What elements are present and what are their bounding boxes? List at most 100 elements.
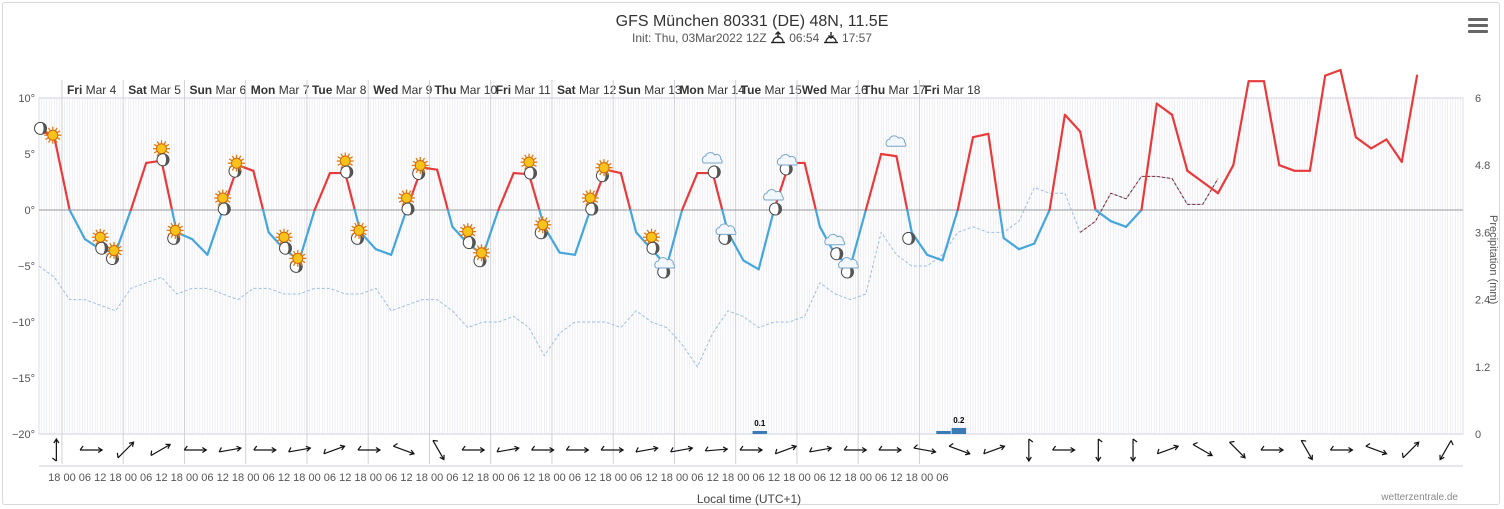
sun-icon <box>459 223 477 241</box>
y-left-tick: −15° <box>12 373 35 385</box>
sun-ray <box>398 193 403 197</box>
sun-ray <box>415 157 419 162</box>
wind-arrow <box>948 443 971 456</box>
sun-ray <box>412 167 417 171</box>
sun-ray <box>653 229 657 234</box>
sun-ray <box>360 222 364 227</box>
hour-tick-label: 00 <box>798 472 810 484</box>
wind-head <box>964 449 971 456</box>
moon-icon <box>462 236 476 250</box>
day-dow: Fri <box>67 83 82 97</box>
day-dow: Sat <box>557 83 576 97</box>
wind-head <box>999 444 1006 451</box>
sun-ray <box>655 232 660 236</box>
day-date: Mar 18 <box>940 83 981 97</box>
cloud-shape <box>763 189 784 201</box>
sun-ray <box>276 239 280 243</box>
sun-disc <box>339 155 351 167</box>
wind-barb <box>948 443 954 447</box>
wind-shaft <box>670 447 693 453</box>
moon-shade <box>469 236 476 249</box>
wind-arrow <box>774 444 798 455</box>
cloud-icon <box>654 257 676 269</box>
sun-ray <box>401 202 405 206</box>
dewpoint-line-warm <box>1079 175 1219 233</box>
day-dow: Sun <box>618 83 641 97</box>
sun-ray <box>301 253 306 257</box>
wind-arrow <box>565 445 590 454</box>
sun-disc <box>537 219 549 231</box>
sun-ray <box>153 150 158 154</box>
moon-icon <box>279 241 293 255</box>
wind-arrow <box>1192 441 1214 457</box>
wind-barb <box>1401 452 1404 458</box>
temperature-segment <box>344 171 356 212</box>
sun-ray <box>530 154 534 159</box>
sun-ray <box>276 232 280 236</box>
sun-ray <box>483 245 487 249</box>
hour-tick-label: 06 <box>201 472 213 484</box>
wind-shaft <box>1229 441 1246 459</box>
wind-head <box>271 446 277 454</box>
temperature-segment <box>757 208 776 271</box>
sun-ray <box>290 260 294 264</box>
sun-ray <box>349 156 353 160</box>
temperature-segment <box>129 161 148 212</box>
temperature-segment <box>1140 102 1158 212</box>
y-right-tick: 2.4 <box>1475 295 1490 307</box>
day-date: Mar 9 <box>398 83 432 97</box>
wind-barb <box>218 447 222 453</box>
sun-ray <box>228 165 233 169</box>
moon-shade <box>163 153 170 166</box>
wind-head <box>53 437 60 444</box>
moon-icon <box>830 247 844 261</box>
hour-tick-label: 12 <box>155 472 167 484</box>
hour-tick-label: 00 <box>860 472 872 484</box>
wind-barb <box>79 445 84 451</box>
wind-barb <box>531 445 536 451</box>
y-right-tick: 0 <box>1475 429 1481 441</box>
wind-arrow <box>1439 440 1454 461</box>
wind-arrow <box>1095 438 1103 463</box>
sun-ray <box>582 199 587 203</box>
cloud-icon <box>763 189 784 201</box>
sun-ray <box>585 190 589 194</box>
wind-head <box>584 446 590 454</box>
sun-ray <box>95 241 99 245</box>
moon-shade <box>591 203 598 215</box>
wind-barb <box>288 447 292 453</box>
sun-ray <box>54 127 58 132</box>
sun-ray <box>118 252 122 256</box>
sun-ray <box>643 232 648 236</box>
wind-barb <box>323 448 326 454</box>
sun-ray <box>170 234 174 239</box>
wind-shaft <box>393 445 415 455</box>
wind-arrow <box>983 444 1006 455</box>
wind-barb <box>393 443 398 447</box>
wind-arrow <box>357 445 382 454</box>
sun-ray <box>537 217 541 221</box>
moon-shade <box>836 247 843 260</box>
temperature-segment <box>814 208 822 228</box>
sun-icon <box>581 189 599 207</box>
y-right-tick: 3.6 <box>1475 227 1490 239</box>
hour-tick-label: 18 <box>354 472 366 484</box>
wind-head <box>236 445 242 452</box>
hamburger-menu-icon[interactable] <box>1468 18 1488 34</box>
day-date: Mar 5 <box>147 83 181 97</box>
moon-shade <box>786 162 793 175</box>
day-date: Mar 13 <box>641 83 682 97</box>
temperature-segment <box>1278 164 1296 172</box>
temperature-segment <box>1354 136 1373 150</box>
cloud-icon <box>838 257 859 269</box>
sun-ray <box>290 253 294 257</box>
wind-arrow <box>1401 441 1420 459</box>
temperature-segment <box>374 248 393 256</box>
hour-tick-label: 18 <box>661 472 673 484</box>
sun-ray <box>354 234 358 239</box>
precipitation-label: 0.2 <box>953 416 965 425</box>
moon-icon <box>340 165 354 179</box>
y-left-tick: 5° <box>24 149 35 161</box>
temperature-segment <box>1033 208 1051 245</box>
sun-ray <box>340 165 344 169</box>
